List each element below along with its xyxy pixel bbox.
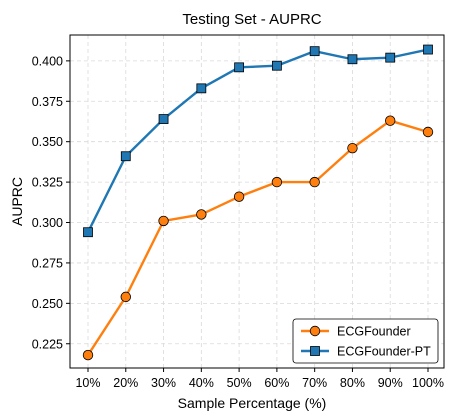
series-line: [86, 48, 429, 233]
series-layer: [82, 44, 434, 361]
data-point: [385, 52, 396, 63]
data-point: [158, 114, 169, 124]
x-tick-label: 70%: [302, 376, 327, 390]
data-point: [422, 126, 434, 138]
legend-label: ECGFounder-PT: [337, 345, 431, 359]
legend-box: [292, 318, 439, 364]
data-point: [385, 115, 396, 126]
x-tick-label: 60%: [264, 376, 289, 390]
data-point: [423, 44, 433, 55]
x-tick-label: 30%: [151, 376, 176, 390]
x-tick-label: 100%: [412, 376, 444, 390]
y-axis: 0.225 0.250 0.275 0.300 0.325 0.350 0.375 0.400: [32, 54, 70, 351]
data-point: [233, 191, 245, 202]
y-tick-label: 0.350: [32, 135, 63, 149]
data-point: [309, 176, 320, 188]
legend-marker: [309, 325, 321, 337]
data-point: [196, 209, 207, 220]
y-tick-label: 0.300: [32, 216, 63, 230]
plot-frame: [69, 34, 445, 369]
legend-marker: [310, 346, 320, 356]
chart-title: Testing Set - AUPRC: [182, 11, 321, 28]
x-tick-label: 10%: [75, 376, 100, 390]
data-point: [271, 176, 283, 188]
data-point: [158, 215, 169, 227]
x-axis: 10% 20% 30% 40% 50% 60% 70% 80% 90% 100%: [75, 368, 444, 390]
data-point: [347, 142, 358, 154]
x-tick-label: 50%: [227, 376, 252, 390]
y-tick-label: 0.225: [32, 337, 63, 351]
data-point: [82, 349, 94, 361]
x-tick-label: 80%: [340, 376, 365, 390]
y-tick-label: 0.325: [32, 176, 63, 190]
data-point: [234, 62, 245, 73]
x-tick-label: 20%: [113, 376, 138, 390]
data-point: [196, 83, 207, 94]
series-line: [86, 119, 429, 356]
y-tick-label: 0.250: [32, 297, 63, 311]
data-point: [309, 46, 320, 57]
data-point: [83, 227, 93, 238]
data-point: [120, 291, 131, 303]
legend-label: ECGFounder: [337, 325, 411, 339]
data-point: [271, 60, 282, 71]
y-tick-label: 0.375: [32, 95, 63, 109]
data-point: [120, 151, 131, 162]
x-tick-label: 40%: [189, 376, 214, 390]
legend: ECGFounder ECGFounder-PT: [292, 318, 439, 364]
y-tick-label: 0.400: [32, 54, 63, 68]
data-point: [347, 54, 358, 65]
grid: [70, 35, 444, 368]
x-axis-label: Sample Percentage (%): [178, 395, 327, 411]
x-tick-label: 90%: [378, 376, 403, 390]
y-tick-label: 0.275: [32, 256, 63, 270]
y-axis-label: AUPRC: [9, 177, 25, 226]
